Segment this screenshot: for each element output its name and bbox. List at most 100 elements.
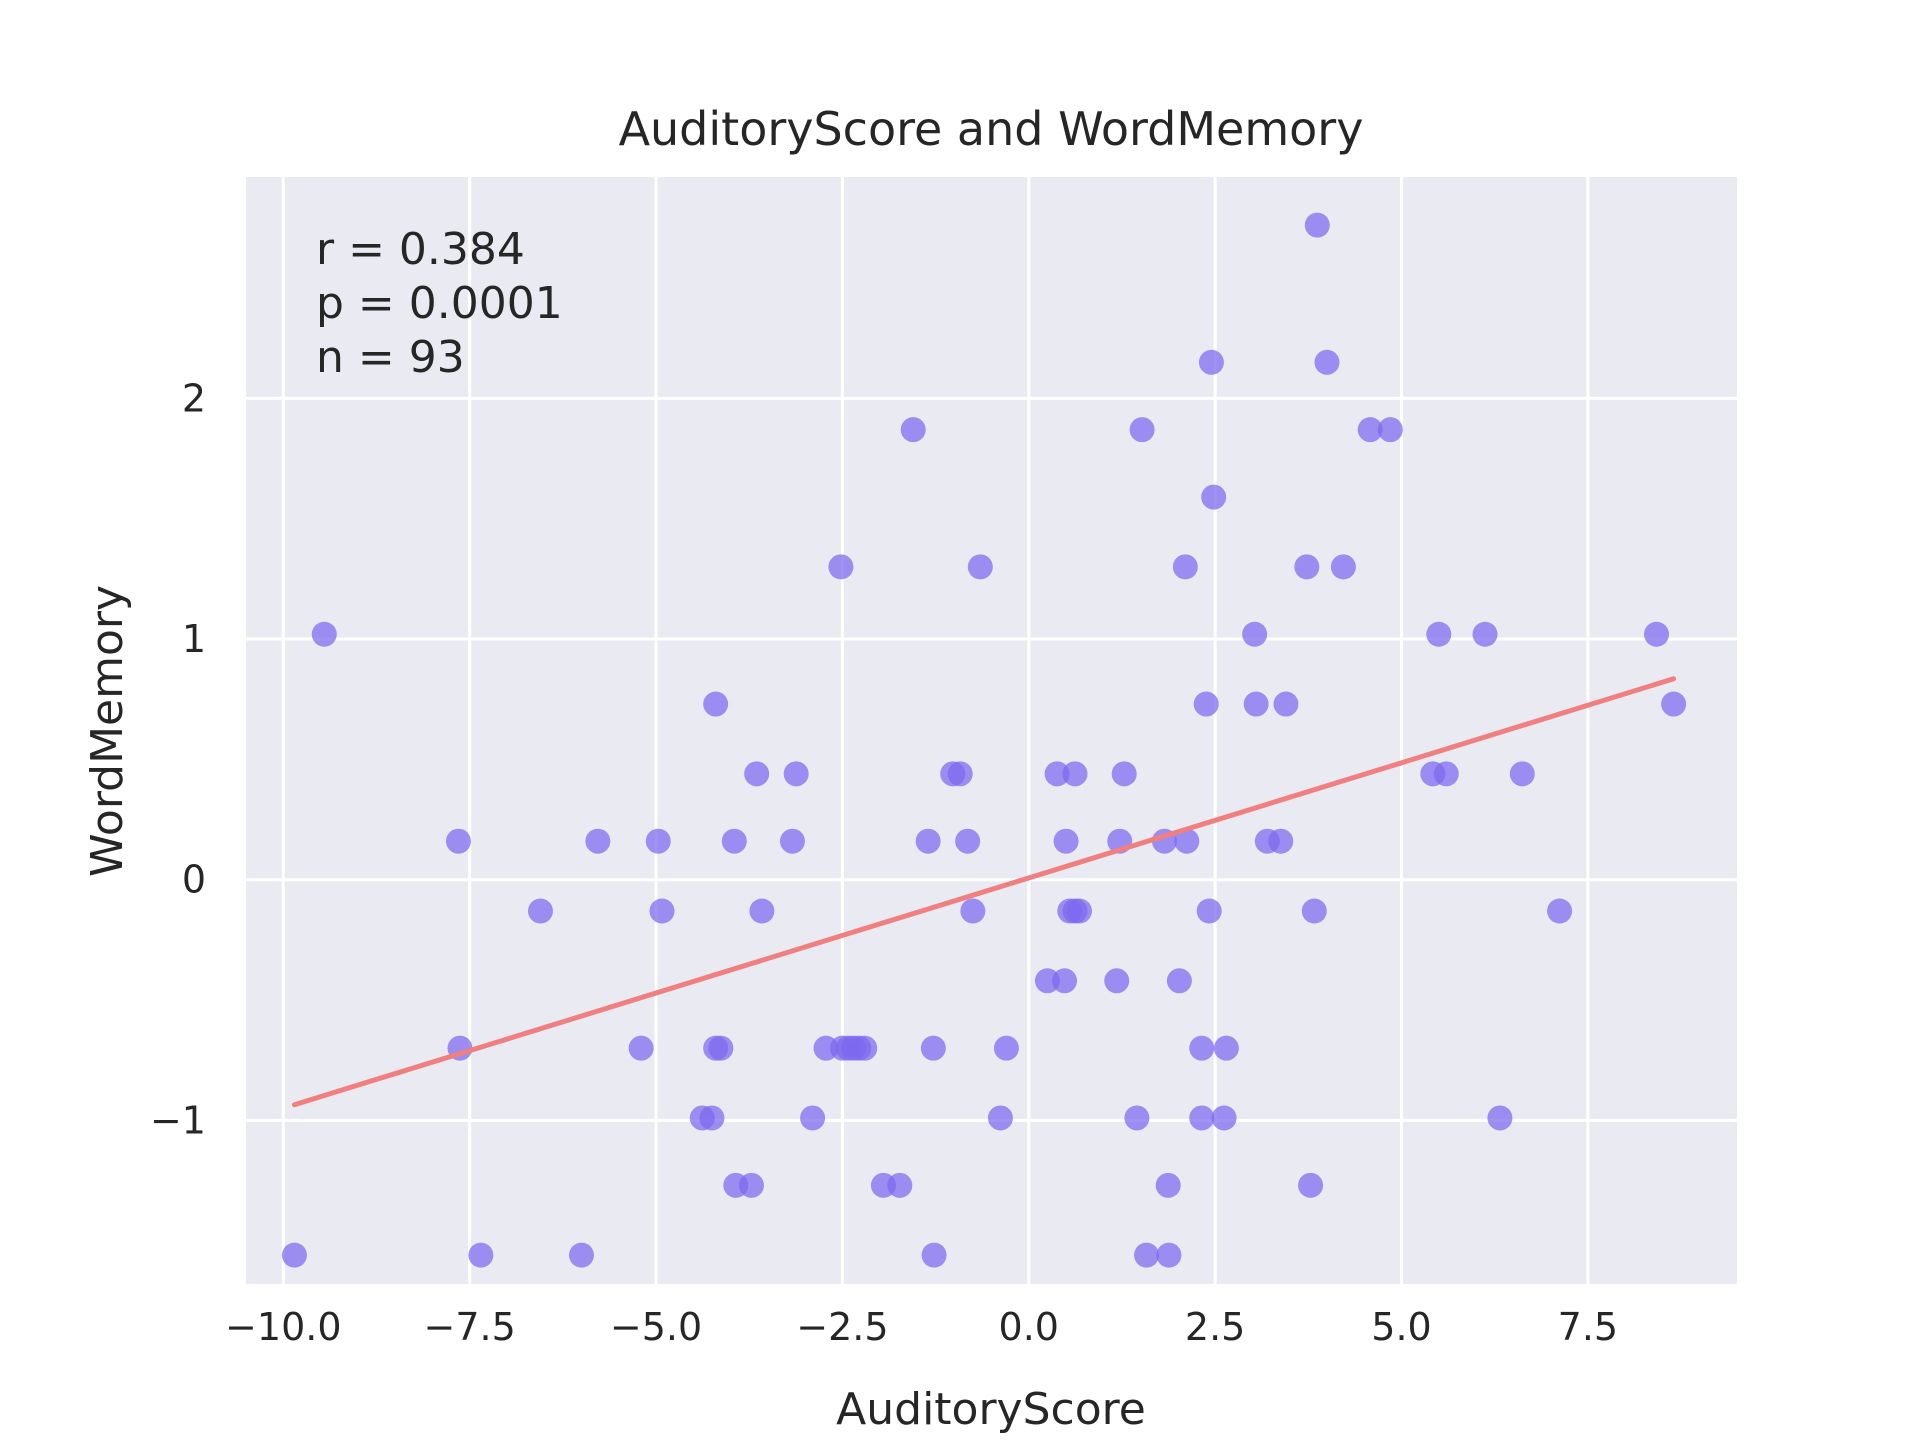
x-tick-label: −2.5 — [796, 1305, 888, 1349]
data-point — [1124, 1105, 1150, 1131]
data-point — [1661, 691, 1687, 717]
data-point — [1174, 828, 1200, 854]
data-point — [1273, 691, 1299, 717]
data-point — [1129, 417, 1155, 443]
data-point — [645, 828, 671, 854]
data-point — [920, 1035, 946, 1061]
data-point — [468, 1242, 494, 1268]
data-point — [947, 761, 973, 787]
data-point — [1052, 968, 1078, 994]
data-point — [1294, 554, 1320, 580]
data-point — [1104, 968, 1130, 994]
x-axis-title: AuditoryScore — [836, 1384, 1146, 1435]
stat-r-annotation: r = 0.384 — [316, 224, 525, 275]
y-tick-label: 1 — [182, 617, 206, 661]
x-tick-label: 2.5 — [1185, 1305, 1245, 1349]
data-point — [800, 1105, 826, 1131]
data-point — [960, 898, 986, 924]
data-point — [744, 761, 770, 787]
data-point — [311, 621, 337, 647]
x-tick-label: −5.0 — [610, 1305, 702, 1349]
data-point — [1066, 898, 1092, 924]
x-tick-label: 7.5 — [1558, 1305, 1618, 1349]
data-point — [749, 898, 775, 924]
data-point — [1044, 761, 1070, 787]
data-point — [1213, 1035, 1239, 1061]
plot-area — [246, 177, 1737, 1284]
regression-line-layer — [291, 676, 1677, 1108]
data-point — [649, 898, 675, 924]
data-point — [1314, 349, 1340, 375]
data-point — [828, 554, 854, 580]
y-tick-label: 0 — [182, 858, 206, 902]
data-point — [1156, 1242, 1182, 1268]
data-point — [967, 554, 993, 580]
data-point — [568, 1242, 594, 1268]
x-tick-label: 5.0 — [1371, 1305, 1431, 1349]
stat-n-annotation: n = 93 — [316, 332, 465, 383]
data-point — [1242, 621, 1268, 647]
x-tick-labels: −10.0 −7.5 −5.0 −2.5 0.0 2.5 5.0 7.5 — [225, 1305, 1618, 1349]
data-point — [1189, 1035, 1215, 1061]
regression-line — [291, 676, 1677, 1108]
data-point — [721, 828, 747, 854]
data-point — [738, 1172, 764, 1198]
data-point — [585, 828, 611, 854]
y-tick-label: −1 — [150, 1098, 206, 1142]
x-tick-label: −10.0 — [225, 1305, 341, 1349]
data-point — [1643, 621, 1669, 647]
data-point — [955, 828, 981, 854]
data-point — [1053, 828, 1079, 854]
data-point — [1196, 898, 1222, 924]
x-tick-label: −7.5 — [424, 1305, 516, 1349]
data-point — [1377, 417, 1403, 443]
data-point — [852, 1035, 878, 1061]
data-point — [1472, 621, 1498, 647]
data-point — [1547, 898, 1573, 924]
data-point — [628, 1035, 654, 1061]
data-point — [1487, 1105, 1513, 1131]
data-point — [779, 828, 805, 854]
data-point — [1062, 761, 1088, 787]
data-point — [445, 828, 471, 854]
data-point — [900, 417, 926, 443]
data-point — [1166, 968, 1192, 994]
y-tick-labels: −1 0 1 2 — [150, 376, 206, 1142]
data-point — [1243, 691, 1269, 717]
data-point — [915, 828, 941, 854]
data-point — [1201, 484, 1227, 510]
data-point — [1172, 554, 1198, 580]
data-point — [1304, 212, 1330, 238]
x-tick-label: 0.0 — [999, 1305, 1059, 1349]
data-point — [1301, 898, 1327, 924]
data-point — [281, 1242, 307, 1268]
data-point — [1426, 621, 1452, 647]
chart-title: AuditoryScore and WordMemory — [619, 102, 1364, 156]
data-point — [708, 1035, 734, 1061]
data-point — [1198, 349, 1224, 375]
data-point — [1193, 691, 1219, 717]
data-point — [783, 761, 809, 787]
data-point — [1509, 761, 1535, 787]
data-point — [993, 1035, 1019, 1061]
stat-p-annotation: p = 0.0001 — [316, 278, 563, 329]
data-point — [703, 691, 729, 717]
data-point — [1211, 1105, 1237, 1131]
data-point — [1155, 1172, 1181, 1198]
data-point — [987, 1105, 1013, 1131]
data-point — [527, 898, 553, 924]
data-point — [1134, 1242, 1160, 1268]
y-tick-label: 2 — [182, 376, 206, 420]
data-point — [1433, 761, 1459, 787]
data-point — [1268, 828, 1294, 854]
data-point — [1298, 1172, 1324, 1198]
data-point — [1330, 554, 1356, 580]
data-point — [1357, 417, 1383, 443]
data-point — [699, 1105, 725, 1131]
data-point — [921, 1242, 947, 1268]
data-point — [1189, 1105, 1215, 1131]
data-point — [1034, 968, 1060, 994]
data-point — [1111, 761, 1137, 787]
y-axis-title: WordMemory — [82, 585, 133, 877]
